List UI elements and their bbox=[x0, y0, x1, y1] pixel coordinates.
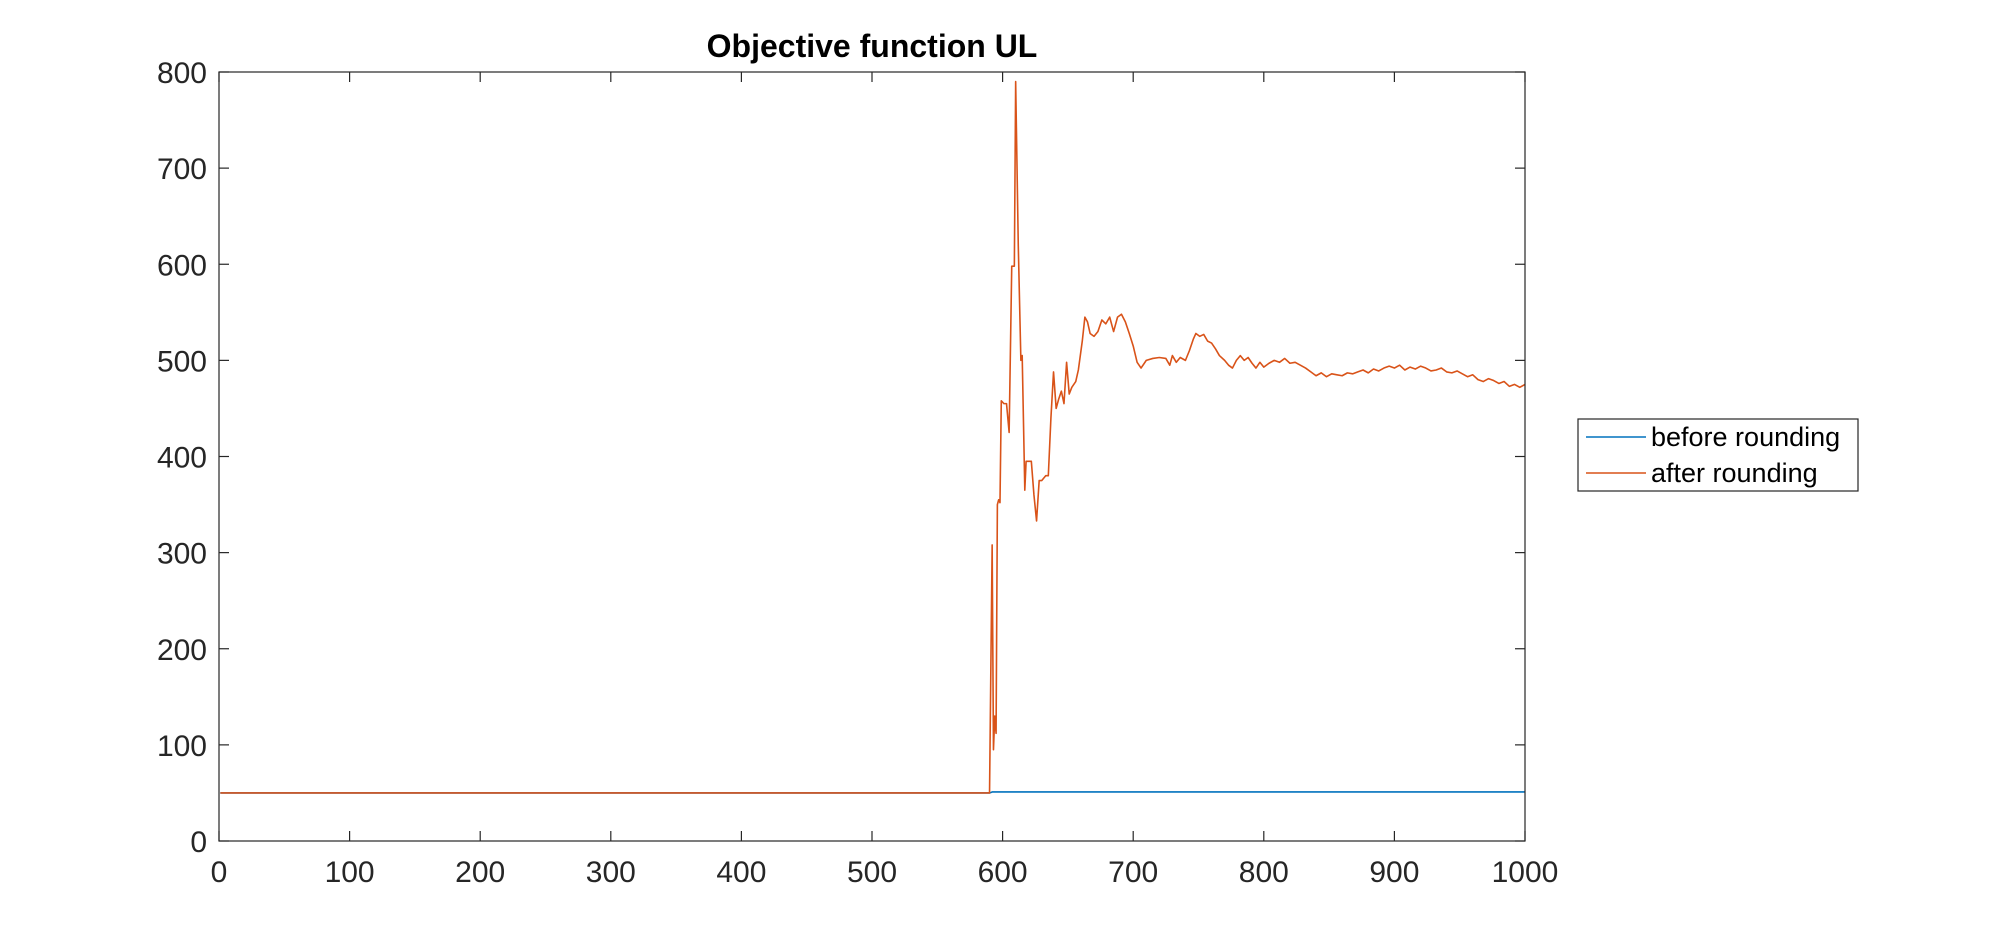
y-tick-label: 700 bbox=[157, 153, 207, 186]
legend-box bbox=[1577, 418, 1859, 492]
y-tick-label: 400 bbox=[157, 442, 207, 475]
x-tick-label: 800 bbox=[1239, 856, 1289, 889]
legend-label: after rounding bbox=[1651, 458, 1818, 488]
x-tick-label: 0 bbox=[211, 856, 228, 889]
y-tick-label: 500 bbox=[157, 345, 207, 378]
y-tick-label: 300 bbox=[157, 538, 207, 571]
plot-area bbox=[219, 72, 1525, 841]
x-tick-label: 700 bbox=[1108, 856, 1158, 889]
y-tick-label: 0 bbox=[190, 826, 207, 859]
x-tick-label: 500 bbox=[847, 856, 897, 889]
legend-label: before rounding bbox=[1651, 422, 1840, 452]
y-tick-label: 200 bbox=[157, 634, 207, 667]
y-tick-label: 600 bbox=[157, 249, 207, 282]
chart-title: Objective function UL bbox=[707, 28, 1038, 64]
y-axis: 0 100 200 300 400 500 600 700 800 bbox=[157, 57, 1525, 859]
y-tick-label: 100 bbox=[157, 730, 207, 763]
x-tick-label: 1000 bbox=[1492, 856, 1559, 889]
y-tick-label: 800 bbox=[157, 57, 207, 90]
series-layer bbox=[220, 80, 1526, 794]
x-tick-label: 300 bbox=[586, 856, 636, 889]
x-tick-label: 400 bbox=[716, 856, 766, 889]
x-tick-label: 900 bbox=[1369, 856, 1419, 889]
x-axis: 0 100 200 300 400 500 600 700 800 900 1000 bbox=[211, 72, 1559, 889]
series-line-after-rounding bbox=[220, 80, 1526, 794]
x-tick-label: 100 bbox=[325, 856, 375, 889]
legend: before rounding after rounding bbox=[1577, 418, 1859, 492]
x-tick-label: 200 bbox=[455, 856, 505, 889]
x-tick-label: 600 bbox=[978, 856, 1028, 889]
